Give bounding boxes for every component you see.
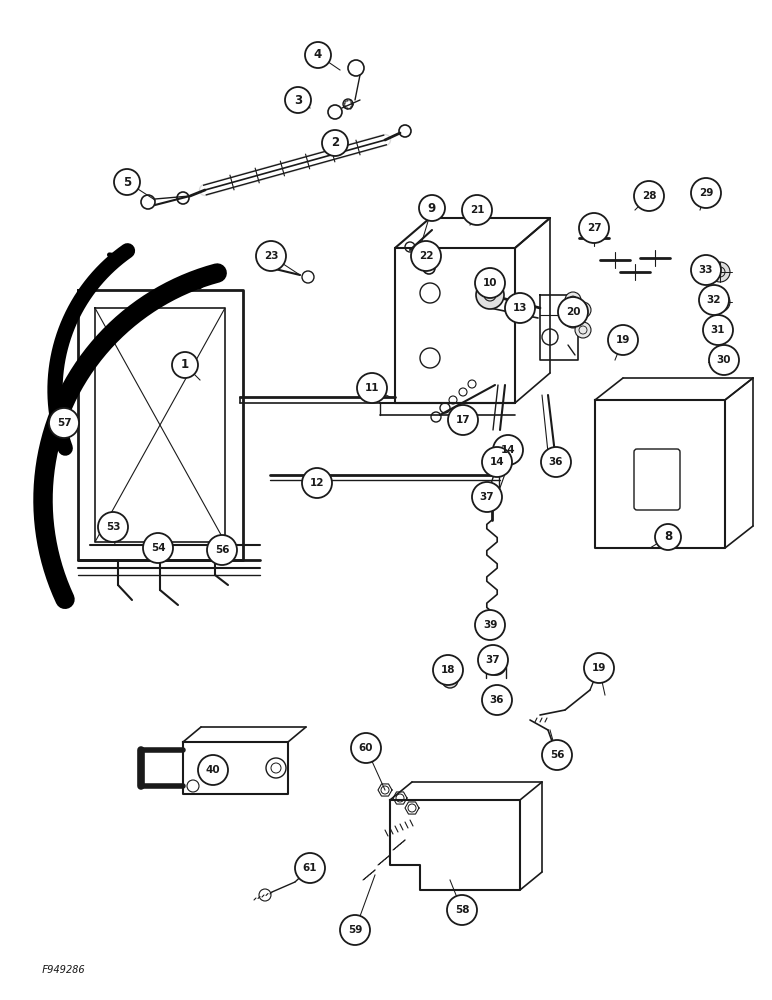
Text: 2: 2 bbox=[331, 136, 339, 149]
Text: 18: 18 bbox=[441, 665, 455, 675]
Circle shape bbox=[49, 408, 79, 438]
Circle shape bbox=[143, 533, 173, 563]
Circle shape bbox=[575, 302, 591, 318]
Circle shape bbox=[565, 312, 581, 328]
Circle shape bbox=[541, 447, 571, 477]
Circle shape bbox=[482, 447, 512, 477]
Circle shape bbox=[634, 181, 664, 211]
Text: 3: 3 bbox=[294, 94, 302, 106]
Text: 19: 19 bbox=[592, 663, 606, 673]
Circle shape bbox=[322, 130, 348, 156]
Circle shape bbox=[558, 297, 588, 327]
Circle shape bbox=[98, 512, 128, 542]
Circle shape bbox=[699, 285, 729, 315]
Text: 40: 40 bbox=[205, 765, 220, 775]
Text: 56: 56 bbox=[550, 750, 564, 760]
Circle shape bbox=[710, 352, 730, 372]
Text: 17: 17 bbox=[455, 415, 470, 425]
Circle shape bbox=[198, 755, 228, 785]
Text: 60: 60 bbox=[359, 743, 373, 753]
Circle shape bbox=[433, 655, 463, 685]
Text: 8: 8 bbox=[664, 530, 672, 544]
Circle shape bbox=[655, 524, 681, 550]
Text: 23: 23 bbox=[264, 251, 278, 261]
Circle shape bbox=[442, 672, 458, 688]
Circle shape bbox=[472, 482, 502, 512]
Circle shape bbox=[565, 292, 581, 308]
Text: 20: 20 bbox=[566, 307, 581, 317]
Circle shape bbox=[476, 281, 504, 309]
Text: 30: 30 bbox=[716, 355, 731, 365]
Circle shape bbox=[411, 241, 441, 271]
Text: 39: 39 bbox=[482, 620, 497, 630]
Circle shape bbox=[709, 345, 739, 375]
Circle shape bbox=[447, 895, 477, 925]
Text: 9: 9 bbox=[428, 202, 436, 215]
Circle shape bbox=[172, 352, 198, 378]
Text: 14: 14 bbox=[501, 445, 516, 455]
Text: 57: 57 bbox=[56, 418, 71, 428]
Circle shape bbox=[357, 373, 387, 403]
Circle shape bbox=[462, 195, 492, 225]
Circle shape bbox=[691, 255, 721, 285]
Text: 32: 32 bbox=[706, 295, 721, 305]
Circle shape bbox=[691, 178, 721, 208]
Text: 1: 1 bbox=[181, 359, 189, 371]
Text: 31: 31 bbox=[711, 325, 725, 335]
Circle shape bbox=[351, 733, 381, 763]
Circle shape bbox=[295, 853, 325, 883]
Text: 11: 11 bbox=[364, 383, 379, 393]
Text: 36: 36 bbox=[489, 695, 504, 705]
Circle shape bbox=[482, 685, 512, 715]
Circle shape bbox=[256, 241, 286, 271]
Text: 56: 56 bbox=[215, 545, 229, 555]
Text: 37: 37 bbox=[486, 655, 500, 665]
Text: 33: 33 bbox=[699, 265, 713, 275]
Text: 13: 13 bbox=[513, 303, 527, 313]
Circle shape bbox=[475, 268, 505, 298]
Text: F949286: F949286 bbox=[42, 965, 86, 975]
Circle shape bbox=[608, 325, 638, 355]
Circle shape bbox=[478, 645, 508, 675]
Text: 12: 12 bbox=[310, 478, 324, 488]
Text: 28: 28 bbox=[642, 191, 656, 201]
Text: 22: 22 bbox=[418, 251, 433, 261]
Text: 37: 37 bbox=[479, 492, 494, 502]
Text: 19: 19 bbox=[616, 335, 630, 345]
Text: 36: 36 bbox=[549, 457, 564, 467]
Text: 59: 59 bbox=[348, 925, 362, 935]
Circle shape bbox=[710, 322, 730, 342]
Circle shape bbox=[305, 42, 331, 68]
Circle shape bbox=[302, 468, 332, 498]
Text: 14: 14 bbox=[489, 457, 504, 467]
Text: 29: 29 bbox=[699, 188, 713, 198]
Circle shape bbox=[584, 653, 614, 683]
Circle shape bbox=[542, 740, 572, 770]
Circle shape bbox=[710, 292, 730, 312]
Circle shape bbox=[419, 195, 445, 221]
Circle shape bbox=[579, 213, 609, 243]
Circle shape bbox=[575, 322, 591, 338]
Circle shape bbox=[448, 405, 478, 435]
Circle shape bbox=[710, 262, 730, 282]
Text: 54: 54 bbox=[151, 543, 165, 553]
Text: 58: 58 bbox=[455, 905, 469, 915]
Circle shape bbox=[114, 169, 140, 195]
Circle shape bbox=[475, 610, 505, 640]
Text: 27: 27 bbox=[587, 223, 601, 233]
Circle shape bbox=[340, 915, 370, 945]
Text: 53: 53 bbox=[106, 522, 120, 532]
Circle shape bbox=[493, 435, 523, 465]
Circle shape bbox=[285, 87, 311, 113]
Text: 21: 21 bbox=[469, 205, 484, 215]
Text: 10: 10 bbox=[482, 278, 497, 288]
Text: 4: 4 bbox=[314, 48, 322, 62]
Circle shape bbox=[207, 535, 237, 565]
Circle shape bbox=[505, 293, 535, 323]
Circle shape bbox=[703, 315, 733, 345]
Text: 5: 5 bbox=[123, 176, 131, 188]
Text: 61: 61 bbox=[303, 863, 317, 873]
